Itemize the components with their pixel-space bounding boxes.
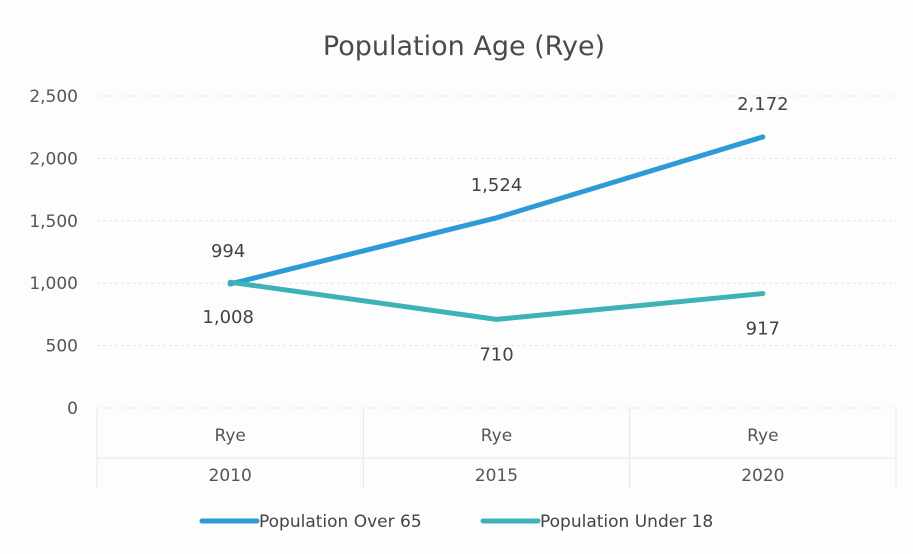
y-tick-label: 1,500 xyxy=(29,212,78,232)
legend: Population Over 65 Population Under 18 xyxy=(199,512,713,532)
y-tick-label: 0 xyxy=(67,399,78,419)
data-label-over-65: 994 xyxy=(211,241,245,262)
series-line-under-18 xyxy=(227,279,766,322)
chart-title: Population Age (Rye) xyxy=(323,31,605,62)
legend-label: Population Over 65 xyxy=(259,512,422,532)
y-tick-label: 1,000 xyxy=(29,274,78,294)
y-axis-ticks: 0 500 1,000 1,500 2,000 2,500 xyxy=(29,87,78,419)
series-lines xyxy=(227,134,766,322)
data-labels: 994 1,524 2,172 1,008 710 917 xyxy=(202,94,788,365)
data-label-under-18: 710 xyxy=(479,344,513,365)
y-tick-label: 2,500 xyxy=(29,87,78,107)
series-line-over-65 xyxy=(227,134,766,287)
x-category-place: Rye xyxy=(481,426,512,446)
legend-label: Population Under 18 xyxy=(540,512,713,532)
x-category-year: 2020 xyxy=(741,466,784,486)
x-axis-categories: Rye 2010 Rye 2015 Rye 2020 xyxy=(209,426,785,486)
x-category-year: 2015 xyxy=(475,466,518,486)
x-category-place: Rye xyxy=(747,426,778,446)
x-category-place: Rye xyxy=(214,426,245,446)
x-category-year: 2010 xyxy=(209,466,252,486)
y-tick-label: 2,000 xyxy=(29,149,78,169)
data-label-under-18: 917 xyxy=(746,319,780,340)
y-tick-label: 500 xyxy=(46,337,78,357)
data-label-over-65: 1,524 xyxy=(471,175,523,196)
data-label-over-65: 2,172 xyxy=(737,94,789,115)
data-label-under-18: 1,008 xyxy=(202,307,254,328)
